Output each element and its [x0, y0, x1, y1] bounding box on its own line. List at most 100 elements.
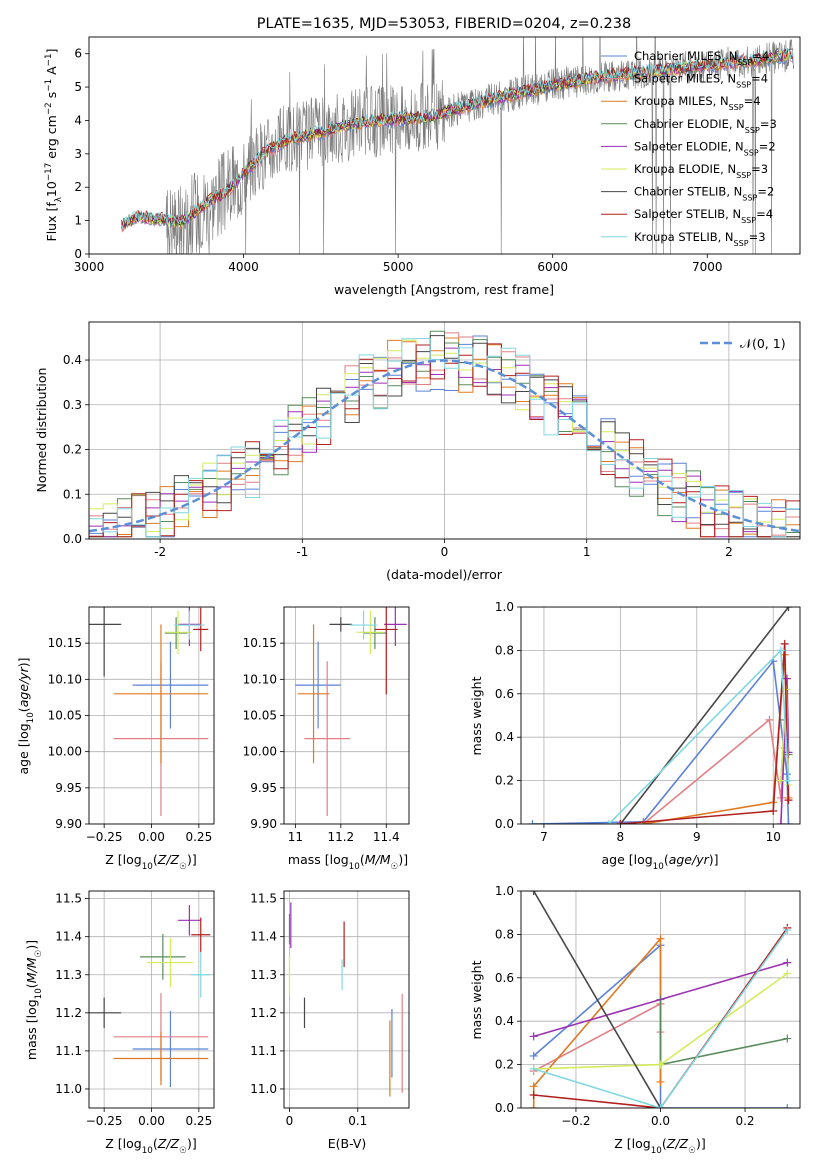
x-tick-label: 11.2 — [327, 830, 354, 844]
mass-weight-marker — [529, 1104, 538, 1108]
y-tick-label: 11.1 — [250, 1044, 277, 1058]
z-mass-panel: −0.25 0.00 0.25 11.0 11.1 11.2 11.3 11.4 11.5 — [55, 890, 215, 1128]
error-bar-point — [147, 937, 194, 988]
legend-label: Salpeter STELIB, NSSP=4 — [634, 207, 773, 225]
mass-weight-marker — [529, 891, 538, 895]
spectrum-panel: 3000 4000 5000 6000 7000 0 1 2 3 4 5 6 — [74, 36, 801, 274]
mass-weight-marker — [604, 820, 613, 824]
spectrum-x-label: wavelength [Angstrom, rest frame] — [334, 282, 554, 297]
z-weight-panel-plot-area — [521, 891, 800, 1108]
y-tick-label: 10.10 — [48, 672, 82, 686]
y-tick-label: 11.3 — [250, 968, 277, 982]
x-tick-label: 3000 — [74, 260, 105, 274]
error-bar-point — [89, 607, 122, 677]
y-tick-label: 0.4 — [495, 730, 514, 744]
axes-frame — [88, 606, 215, 825]
error-bar-point — [363, 617, 387, 649]
error-bar-point — [132, 1010, 209, 1088]
y-tick-label: 0.6 — [495, 687, 514, 701]
z-mass-panel-plot-area — [89, 891, 214, 1108]
mass-weight-line — [532, 659, 790, 824]
mass-weight-marker — [528, 820, 537, 824]
mass-weight-marker — [769, 806, 778, 815]
legend-label: Chabrier MILES, NSSP=4 — [634, 49, 769, 67]
error-bar-point — [191, 951, 211, 998]
legend-label: Chabrier ELODIE, NSSP=3 — [634, 117, 777, 135]
mass-weight-marker — [529, 1090, 538, 1099]
x-tick-label: 4000 — [228, 260, 259, 274]
y-tick-label: 0.8 — [495, 643, 514, 657]
axes-frame — [88, 36, 801, 255]
z-age-x-label: Z [log10(Z/Z☉)] — [105, 852, 196, 872]
residual-x-label: (data-model)/error — [386, 567, 503, 582]
x-tick-label: 0 — [286, 1114, 294, 1128]
y-tick-label: 0 — [74, 247, 82, 261]
legend-label: Chabrier STELIB, NSSP=2 — [634, 185, 774, 203]
ebv-mass-x-label: E(B-V) — [328, 1136, 367, 1151]
y-tick-label: 4 — [74, 113, 82, 127]
error-bar-point — [174, 610, 205, 640]
mass-weight-marker — [529, 1082, 538, 1091]
mass-weight-marker — [776, 646, 785, 655]
axes-frame — [88, 890, 215, 1109]
residual-y-label: Normed distribution — [34, 368, 49, 493]
error-bar-point — [304, 661, 350, 817]
legend-label: Salpeter MILES, NSSP=4 — [634, 72, 768, 90]
x-tick-label: −0.2 — [561, 1114, 590, 1128]
error-bar-point — [349, 610, 378, 640]
x-tick-label: 5000 — [383, 260, 414, 274]
z-mass-x-label: Z [log10(Z/Z☉)] — [105, 1136, 196, 1156]
error-bar-point — [329, 617, 353, 632]
y-tick-label: 0.4 — [495, 1014, 514, 1028]
x-tick-label: 0.00 — [138, 1114, 165, 1128]
mass-weight-marker — [783, 1104, 792, 1108]
y-tick-label: 10.15 — [243, 636, 277, 650]
mass-weight-marker — [776, 820, 785, 824]
x-tick-label: −0.25 — [86, 830, 123, 844]
x-tick-label: 7 — [540, 830, 548, 844]
y-tick-label: 0.4 — [63, 353, 82, 367]
x-tick-label: 0.00 — [138, 830, 165, 844]
x-tick-label: 0.25 — [185, 1114, 212, 1128]
spectrum-legend: Chabrier MILES, NSSP=4 Salpeter MILES, NS… — [601, 49, 777, 247]
normal-distribution-curve — [89, 359, 800, 533]
x-tick-label: -2 — [154, 545, 166, 559]
error-bar-point — [113, 624, 209, 764]
mass-weight-marker — [780, 639, 789, 648]
error-bar-point — [191, 917, 211, 952]
z-weight-panel: −0.2 0.0 0.2 0.0 0.2 0.4 0.6 0.8 1.0 — [495, 884, 801, 1128]
x-tick-label: 11 — [288, 830, 303, 844]
figure-title: PLATE=1635, MJD=53053, FIBERID=0204, z=0… — [257, 16, 631, 32]
y-tick-label: 2 — [74, 180, 82, 194]
mass-weight-marker — [783, 926, 792, 935]
mass-weight-line — [643, 654, 790, 824]
mass-weight-marker — [529, 1064, 538, 1073]
legend-label: Kroupa ELODIE, NSSP=3 — [634, 162, 768, 180]
spectrum-y-label: Flux [fλ10−17 erg cm−2 s−1 A−1] — [44, 49, 64, 242]
legend-label: Kroupa MILES, NSSP=4 — [634, 94, 761, 112]
error-bar-point — [374, 607, 398, 695]
y-tick-label: 0.2 — [495, 1058, 514, 1072]
mass-weight-marker — [783, 958, 792, 967]
y-tick-label: 9.95 — [55, 781, 82, 795]
x-tick-label: 0 — [441, 545, 449, 559]
mass-weight-line — [620, 643, 790, 824]
mass-weight-line — [533, 929, 788, 1108]
axes-frame — [520, 890, 801, 1109]
y-tick-label: 10.05 — [48, 709, 82, 723]
mass-weight-marker — [529, 1032, 538, 1041]
y-tick-label: 11.2 — [55, 1006, 82, 1020]
axes-frame — [520, 606, 801, 825]
mass-weight-marker — [784, 607, 793, 611]
mass-weight-marker — [783, 1034, 792, 1043]
mass-weight-marker — [656, 1104, 665, 1108]
x-tick-label: 11.4 — [373, 830, 400, 844]
ebv-mass-panel: 0 0.1 11.0 11.1 11.2 11.3 11.4 11.5 — [250, 890, 410, 1128]
mass-weight-marker — [783, 674, 792, 683]
y-tick-label: 9.90 — [55, 817, 82, 831]
y-tick-label: 11.4 — [55, 930, 82, 944]
mass-weight-marker — [784, 820, 793, 824]
axes-frame — [283, 890, 410, 1109]
y-tick-label: 1.0 — [495, 600, 514, 614]
y-tick-label: 9.95 — [250, 781, 277, 795]
